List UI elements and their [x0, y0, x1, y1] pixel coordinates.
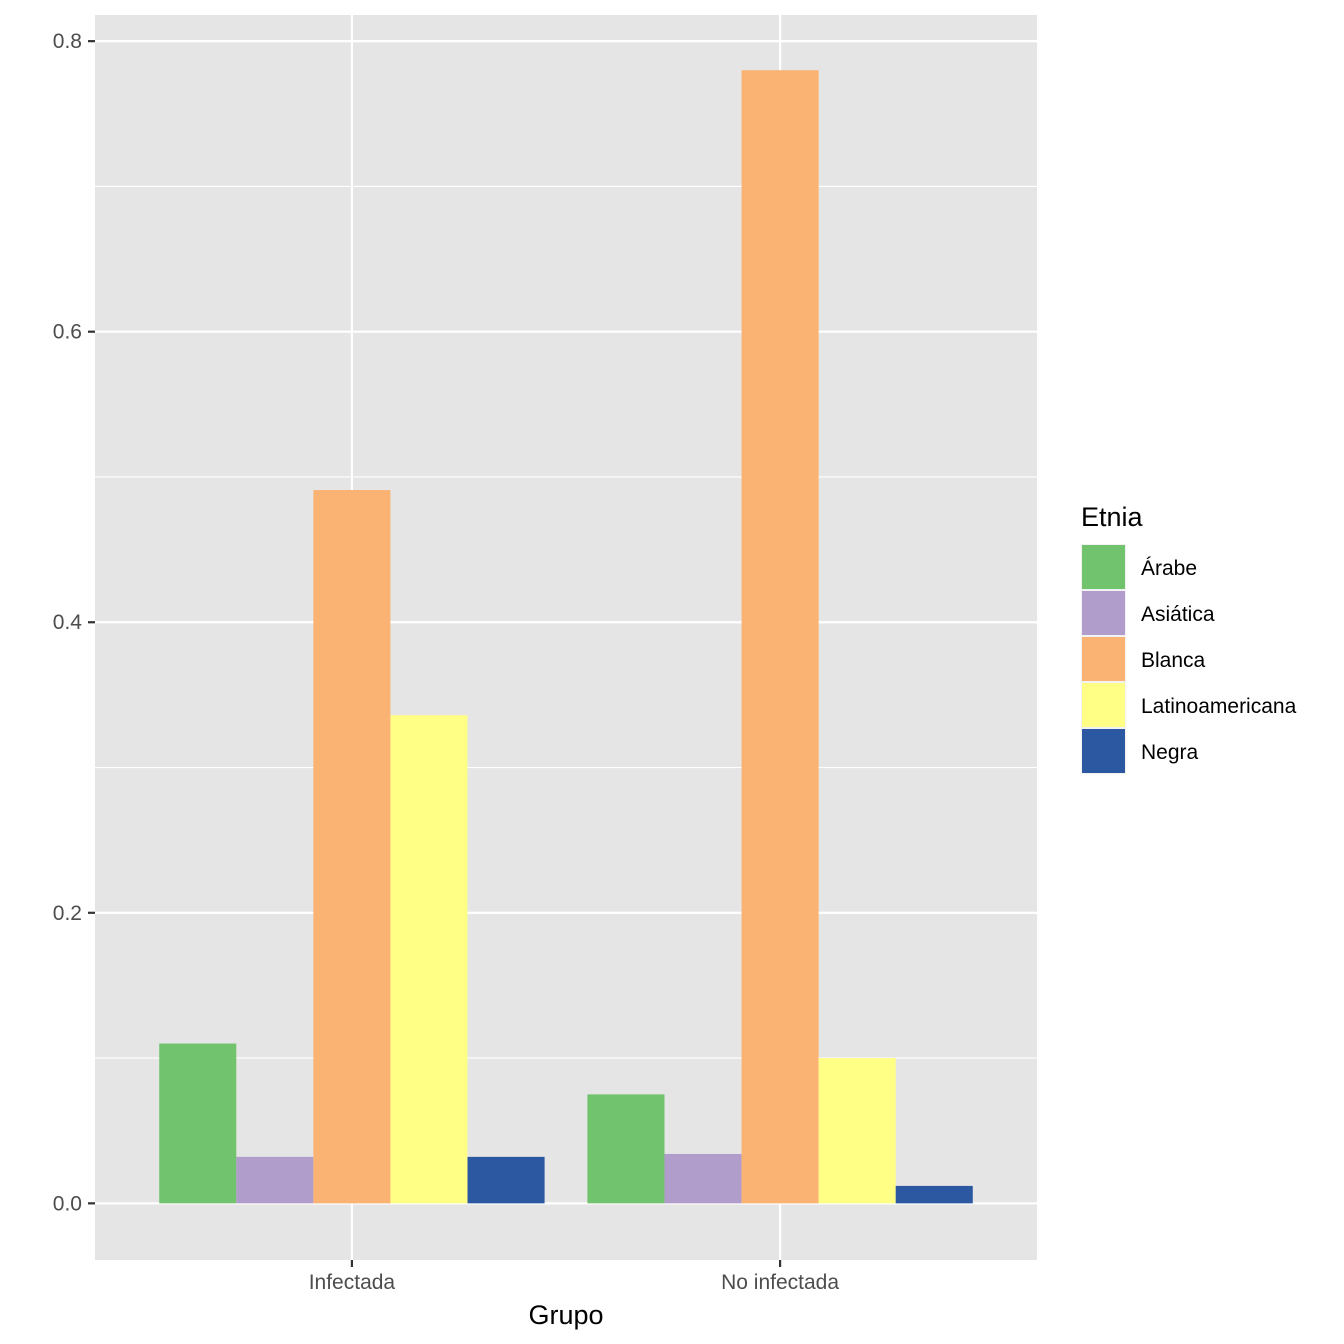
- x-axis: Infectada No infectada: [309, 1260, 839, 1294]
- y-tick-label: 0.0: [53, 1192, 82, 1215]
- bar-no-infectada-asiatica: [664, 1153, 742, 1204]
- bar-no-infectada-arabe: [587, 1094, 665, 1204]
- legend: Etnia Árabe Asiática Blanca Latinoamericana…: [1081, 502, 1297, 774]
- y-tick-label: 0.8: [53, 30, 82, 53]
- bar-infectada-negra: [467, 1156, 545, 1204]
- legend-label: Negra: [1141, 741, 1199, 764]
- legend-label: Asiática: [1141, 603, 1215, 626]
- legend-title: Etnia: [1081, 502, 1144, 532]
- x-tick-label: Infectada: [309, 1271, 396, 1294]
- y-axis: 0.0 0.2 0.4 0.6 0.8: [53, 30, 95, 1215]
- bar-infectada-latinoamericana: [390, 715, 468, 1204]
- legend-swatch: [1082, 545, 1125, 589]
- y-tick-label: 0.2: [53, 902, 82, 925]
- legend-swatch: [1082, 729, 1125, 773]
- legend-label: Blanca: [1141, 649, 1206, 672]
- legend-swatch: [1082, 591, 1125, 635]
- bar-no-infectada-negra: [895, 1185, 973, 1204]
- bar-infectada-asiatica: [236, 1156, 314, 1204]
- legend-label: Latinoamericana: [1141, 695, 1297, 718]
- x-axis-title: Grupo: [528, 1300, 603, 1330]
- bar-infectada-arabe: [159, 1043, 237, 1204]
- bar-infectada-blanca: [313, 490, 391, 1204]
- plot-panel: [95, 15, 1037, 1260]
- legend-label: Árabe: [1141, 557, 1197, 580]
- legend-swatch: [1082, 637, 1125, 681]
- bar-no-infectada-latinoamericana: [818, 1058, 896, 1204]
- legend-swatch: [1082, 683, 1125, 727]
- bars: [159, 70, 973, 1204]
- y-tick-label: 0.6: [53, 321, 82, 344]
- bar-no-infectada-blanca: [741, 70, 819, 1204]
- x-tick-label: No infectada: [721, 1271, 839, 1294]
- y-tick-label: 0.4: [53, 611, 83, 634]
